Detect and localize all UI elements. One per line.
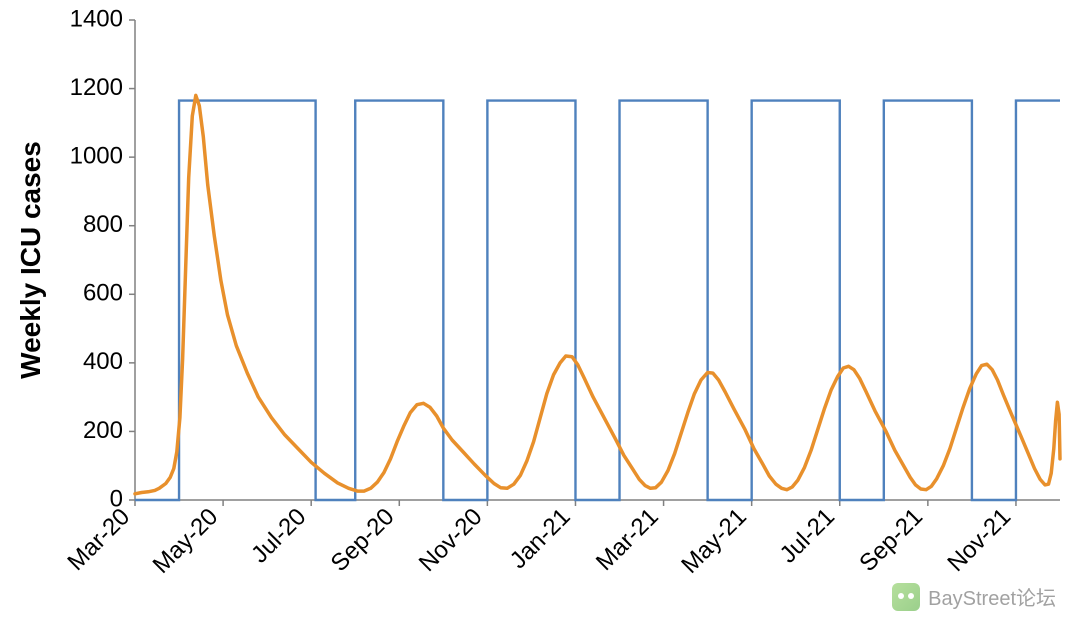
y-axis-label: Weekly ICU cases <box>15 141 46 379</box>
x-tick-label: Jan-21 <box>505 503 576 574</box>
x-tick-label: Nov-20 <box>414 503 488 577</box>
x-tick-label: Sep-20 <box>326 503 400 577</box>
x-tick-label: May-20 <box>148 503 224 579</box>
x-tick-label: Jul-21 <box>775 503 840 568</box>
line-chart: 0200400600800100012001400Weekly ICU case… <box>0 0 1080 631</box>
x-tick-label: Sep-21 <box>854 503 928 577</box>
chart-container: 0200400600800100012001400Weekly ICU case… <box>0 0 1080 631</box>
y-tick-label: 1000 <box>70 142 123 169</box>
x-tick-label: Jul-20 <box>246 503 311 568</box>
x-tick-label: Mar-20 <box>62 503 135 576</box>
y-tick-label: 1200 <box>70 74 123 101</box>
y-tick-label: 200 <box>83 417 123 444</box>
icu-cases-line <box>135 95 1060 493</box>
x-tick-label: Mar-21 <box>591 503 664 576</box>
y-tick-label: 800 <box>83 211 123 238</box>
y-tick-label: 1400 <box>70 5 123 32</box>
x-tick-label: May-21 <box>676 503 752 579</box>
x-tick-label: Nov-21 <box>942 503 1016 577</box>
y-tick-label: 400 <box>83 348 123 375</box>
intervention-step-line <box>135 101 1060 500</box>
y-tick-label: 600 <box>83 280 123 307</box>
